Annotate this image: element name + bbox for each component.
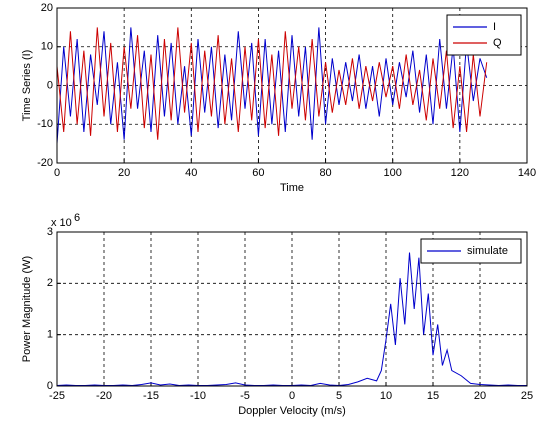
series-line [56, 27, 488, 144]
x-axis-label: Doppler Velocity (m/s) [238, 405, 346, 417]
x-tick-label: -10 [190, 390, 206, 402]
x-tick-label: 60 [252, 167, 264, 179]
axes-frame [56, 7, 528, 164]
x-tick-label: 40 [185, 167, 197, 179]
x-tick-label: 140 [518, 167, 536, 179]
x-tick-label: 20 [118, 167, 130, 179]
x-tick-label: 5 [336, 390, 342, 402]
y-tick-label: 10 [41, 41, 53, 53]
x-tick-label: 0 [289, 390, 295, 402]
x-axis-label: Time [280, 182, 304, 194]
x-tick-label: 0 [54, 167, 60, 179]
y-tick-label: 0 [47, 380, 53, 392]
y-tick-label: 20 [41, 2, 53, 14]
x-tick-label: -20 [96, 390, 112, 402]
x-tick-label: 20 [474, 390, 486, 402]
y-tick-label: -20 [37, 157, 53, 169]
x-tick-label: 15 [427, 390, 439, 402]
y-tick-label: 2 [47, 277, 53, 289]
series-line [56, 252, 527, 386]
y-tick-label: 0 [47, 79, 53, 91]
legend-label: I [493, 21, 496, 33]
legend-label: simulate [467, 245, 508, 257]
x-tick-label: 25 [521, 390, 533, 402]
legend-label: Q [493, 37, 502, 49]
x-tick-label: -15 [143, 390, 159, 402]
y-scale-label: x 10 [51, 217, 72, 229]
series-line [56, 27, 488, 140]
x-tick-label: 120 [451, 167, 469, 179]
legend-box [446, 14, 522, 56]
y-tick-label: -10 [37, 118, 53, 130]
y-tick-label: 1 [47, 329, 53, 341]
axes-frame [56, 231, 528, 387]
y-axis-label: Time Series (I) [21, 50, 33, 122]
x-tick-label: 100 [384, 167, 402, 179]
y-axis-label: Power Magnitude (W) [21, 256, 33, 362]
x-tick-label: 10 [380, 390, 392, 402]
y-tick-label: 3 [47, 226, 53, 238]
x-tick-label: -25 [49, 390, 65, 402]
x-tick-label: 80 [319, 167, 331, 179]
y-scale-exponent: 6 [74, 212, 80, 224]
x-tick-label: -5 [240, 390, 250, 402]
